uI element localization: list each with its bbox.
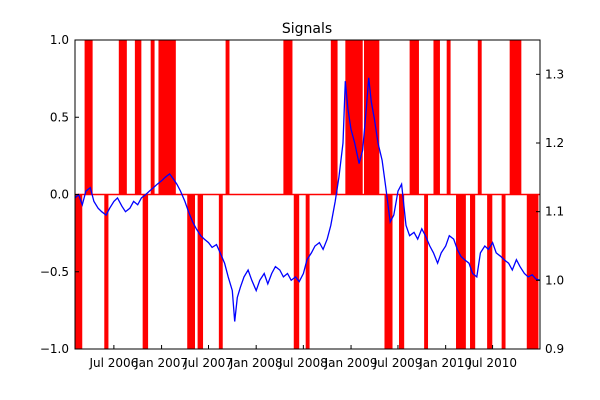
signal-bar — [345, 40, 363, 195]
right-y-tick-label: 0.9 — [545, 342, 564, 356]
signal-bar — [501, 194, 506, 349]
x-tick-label: Jan 2010 — [418, 356, 472, 370]
chart-title: Signals — [282, 21, 332, 37]
axes: 1.0 0.5 0.0 −0.5 −1.0 1.3 1.2 1.1 1.0 0.9 Jul 2006… — [40, 33, 564, 370]
right-y-tick-label: 1.3 — [545, 67, 564, 81]
x-tick-label: Jul 2006 — [88, 356, 138, 370]
left-y-tick-label: 1.0 — [50, 33, 69, 47]
x-tick-label: Jul 2010 — [467, 356, 517, 370]
signal-bar — [225, 40, 230, 195]
signal-bar — [477, 40, 482, 195]
left-y-tick-label: −0.5 — [40, 265, 69, 279]
signal-bar — [456, 194, 466, 349]
signal-bar — [134, 40, 142, 195]
x-tick-label: Jul 2007 — [183, 356, 233, 370]
signal-bar — [158, 40, 176, 195]
signal-bar — [487, 194, 493, 349]
signal-bar — [424, 194, 429, 349]
left-y-tick-label: −1.0 — [40, 342, 69, 356]
signal-bar — [187, 194, 196, 349]
signal-bar — [446, 40, 451, 195]
signal-bar — [142, 194, 149, 349]
plot-area — [74, 40, 541, 349]
signal-bar — [526, 194, 539, 349]
x-tick-label: Jan 2008 — [229, 356, 283, 370]
signal-bar — [384, 194, 393, 349]
signal-bar — [305, 194, 310, 349]
signal-bar — [104, 194, 109, 349]
signal-bar — [218, 194, 223, 349]
left-y-tick-label: 0.0 — [50, 188, 69, 202]
right-y-tick-label: 1.0 — [545, 273, 564, 287]
signal-bar — [150, 40, 155, 195]
x-tick-label: Jul 2008 — [278, 356, 328, 370]
price-series-line — [74, 77, 541, 322]
signal-bar — [84, 40, 93, 195]
signal-bar — [197, 194, 204, 349]
signal-bar — [364, 40, 380, 195]
signal-bar — [398, 194, 405, 349]
x-tick-label: Jan 2009 — [324, 356, 378, 370]
signal-bar — [509, 40, 522, 195]
x-tick-label: Jan 2007 — [134, 356, 188, 370]
right-y-tick-label: 1.1 — [545, 205, 564, 219]
signal-bar — [330, 40, 338, 195]
signal-bar — [283, 40, 293, 195]
right-y-tick-label: 1.2 — [545, 136, 564, 150]
signal-bar — [118, 40, 127, 195]
signal-bar — [409, 40, 419, 195]
x-tick-label: Jul 2009 — [373, 356, 423, 370]
left-y-tick-label: 0.5 — [50, 110, 69, 124]
signal-bar — [433, 40, 440, 195]
signal-bar — [293, 194, 300, 349]
